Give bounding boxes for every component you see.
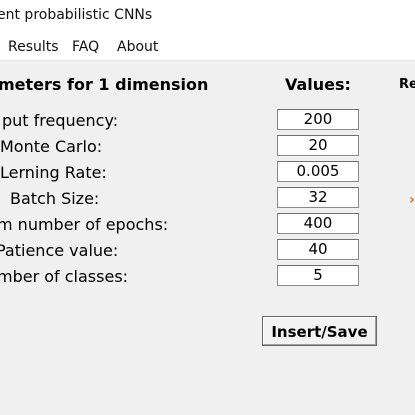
label-input-frequency: put frequency:: [2, 111, 119, 130]
values-header: Values:: [285, 75, 351, 94]
menu-about[interactable]: About: [117, 39, 159, 55]
menu-faq[interactable]: FAQ: [72, 39, 100, 55]
epochs-field[interactable]: 400: [277, 213, 359, 234]
insert-save-button[interactable]: Insert/Save: [262, 316, 377, 346]
label-patience: Patience value:: [0, 241, 119, 260]
right-column-header: Re: [399, 77, 415, 92]
label-epochs: m number of epochs:: [0, 215, 169, 234]
label-learning-rate: Lerning Rate:: [0, 163, 107, 182]
window-title: ent probabilistic CNNs: [0, 7, 153, 23]
monte-carlo-field[interactable]: 20: [277, 135, 359, 156]
input-frequency-field[interactable]: 200: [277, 109, 359, 130]
chevron-right-icon: ›: [409, 192, 415, 208]
patience-field[interactable]: 40: [277, 239, 359, 260]
parameters-header: meters for 1 dimension: [0, 75, 209, 94]
parameters-panel: meters for 1 dimension Values: Re put fr…: [0, 61, 415, 415]
learning-rate-field[interactable]: 0.005: [277, 161, 359, 182]
menu-results[interactable]: Results: [8, 39, 59, 55]
classes-field[interactable]: 5: [277, 265, 359, 286]
label-classes: mber of classes:: [0, 267, 129, 286]
label-monte-carlo: Monte Carlo:: [0, 137, 103, 156]
batch-size-field[interactable]: 32: [277, 187, 359, 208]
menu-bar: Results FAQ About: [0, 34, 415, 61]
title-bar: ent probabilistic CNNs: [0, 0, 415, 34]
label-batch-size: Batch Size:: [10, 189, 100, 208]
